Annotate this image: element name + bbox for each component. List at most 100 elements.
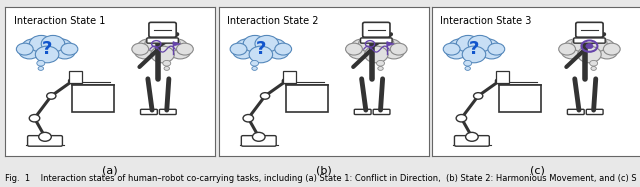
- Circle shape: [17, 43, 33, 55]
- Circle shape: [444, 43, 460, 55]
- Polygon shape: [387, 42, 394, 46]
- Circle shape: [134, 44, 156, 59]
- FancyBboxPatch shape: [72, 85, 115, 111]
- Circle shape: [147, 38, 179, 60]
- Circle shape: [371, 35, 394, 52]
- Circle shape: [275, 43, 292, 55]
- Circle shape: [243, 35, 267, 52]
- Text: (c): (c): [529, 165, 545, 175]
- FancyBboxPatch shape: [586, 109, 603, 114]
- Circle shape: [604, 43, 620, 55]
- Circle shape: [243, 114, 253, 122]
- Circle shape: [268, 44, 289, 59]
- Circle shape: [383, 44, 404, 59]
- Circle shape: [464, 60, 472, 66]
- FancyBboxPatch shape: [69, 71, 82, 83]
- Circle shape: [474, 93, 483, 99]
- FancyBboxPatch shape: [241, 136, 276, 146]
- Circle shape: [255, 35, 278, 52]
- Circle shape: [465, 132, 478, 141]
- Circle shape: [481, 44, 502, 59]
- FancyBboxPatch shape: [286, 85, 328, 111]
- Circle shape: [38, 132, 51, 141]
- FancyBboxPatch shape: [499, 85, 541, 111]
- Circle shape: [282, 78, 290, 84]
- Circle shape: [157, 35, 180, 52]
- FancyBboxPatch shape: [355, 109, 371, 114]
- Circle shape: [47, 39, 72, 56]
- Circle shape: [47, 93, 56, 99]
- Circle shape: [252, 132, 265, 141]
- Circle shape: [559, 43, 575, 55]
- Circle shape: [164, 67, 170, 70]
- FancyBboxPatch shape: [454, 136, 490, 146]
- Text: ?: ?: [468, 40, 479, 58]
- Circle shape: [348, 44, 369, 59]
- Circle shape: [376, 60, 385, 66]
- Circle shape: [233, 44, 253, 59]
- Circle shape: [462, 46, 486, 63]
- Circle shape: [163, 60, 171, 66]
- Circle shape: [561, 44, 582, 59]
- Circle shape: [145, 35, 168, 52]
- FancyBboxPatch shape: [149, 22, 176, 37]
- FancyBboxPatch shape: [28, 136, 63, 146]
- Circle shape: [488, 43, 505, 55]
- Circle shape: [495, 78, 503, 84]
- Text: Interaction State 1: Interaction State 1: [13, 16, 105, 26]
- Circle shape: [29, 35, 53, 52]
- Circle shape: [252, 67, 257, 70]
- Text: ?: ?: [42, 40, 52, 58]
- Circle shape: [591, 67, 596, 70]
- Circle shape: [378, 67, 383, 70]
- Text: (a): (a): [102, 165, 118, 175]
- Circle shape: [584, 35, 607, 52]
- Circle shape: [230, 43, 247, 55]
- Text: Interaction State 2: Interaction State 2: [227, 16, 319, 26]
- Circle shape: [573, 38, 605, 60]
- Circle shape: [446, 44, 467, 59]
- FancyBboxPatch shape: [363, 22, 390, 37]
- Circle shape: [132, 43, 148, 55]
- Circle shape: [170, 44, 191, 59]
- Circle shape: [163, 39, 188, 56]
- Circle shape: [236, 39, 260, 56]
- FancyBboxPatch shape: [159, 109, 176, 114]
- Circle shape: [41, 35, 65, 52]
- Circle shape: [589, 60, 598, 66]
- FancyBboxPatch shape: [373, 109, 390, 114]
- Text: Fig.  1    Interaction states of human–robot co-carrying tasks, including (a) St: Fig. 1 Interaction states of human–robot…: [5, 174, 637, 183]
- Circle shape: [177, 43, 193, 55]
- Circle shape: [61, 43, 78, 55]
- Circle shape: [578, 46, 601, 63]
- Circle shape: [260, 93, 269, 99]
- Circle shape: [37, 60, 45, 66]
- Circle shape: [19, 44, 40, 59]
- Polygon shape: [173, 42, 180, 46]
- Circle shape: [564, 39, 589, 56]
- Circle shape: [458, 38, 490, 60]
- Circle shape: [38, 67, 44, 70]
- Circle shape: [365, 46, 388, 63]
- FancyBboxPatch shape: [360, 38, 392, 43]
- Circle shape: [68, 78, 76, 84]
- FancyBboxPatch shape: [573, 38, 605, 43]
- Circle shape: [31, 38, 63, 60]
- Circle shape: [456, 114, 467, 122]
- Circle shape: [449, 39, 474, 56]
- Circle shape: [468, 35, 492, 52]
- FancyBboxPatch shape: [147, 38, 179, 43]
- Circle shape: [35, 46, 59, 63]
- Text: (b): (b): [316, 165, 332, 175]
- Circle shape: [29, 114, 40, 122]
- Text: ?: ?: [255, 40, 266, 58]
- Circle shape: [249, 46, 273, 63]
- Circle shape: [586, 44, 593, 49]
- FancyBboxPatch shape: [496, 71, 509, 83]
- Circle shape: [351, 39, 376, 56]
- FancyBboxPatch shape: [283, 71, 296, 83]
- Circle shape: [465, 67, 470, 70]
- Circle shape: [261, 39, 286, 56]
- Circle shape: [346, 43, 362, 55]
- Circle shape: [572, 35, 595, 52]
